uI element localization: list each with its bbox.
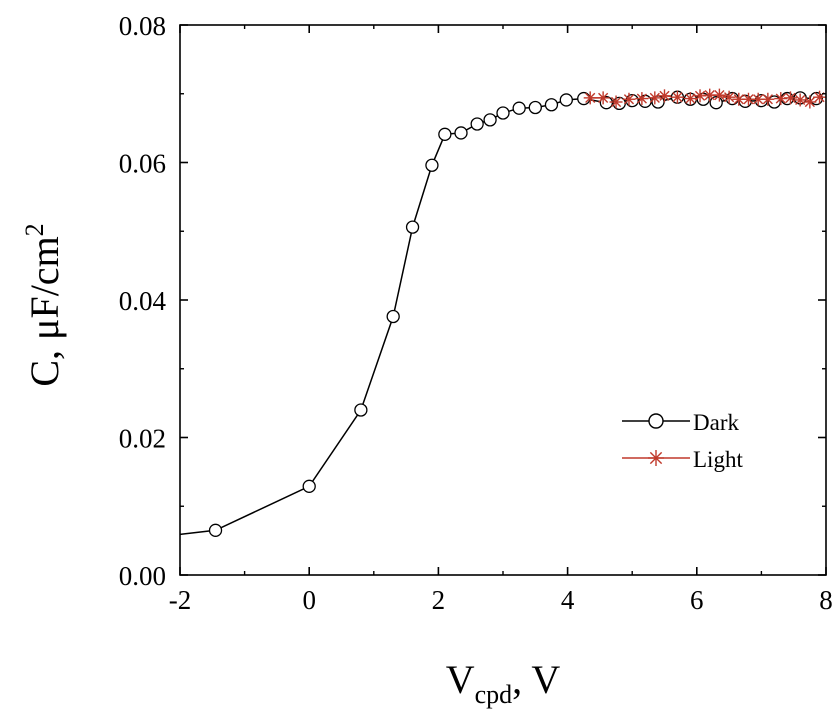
data-point-light xyxy=(783,91,797,105)
data-point-dark xyxy=(528,100,542,115)
y-tick-label: 0.00 xyxy=(119,561,166,591)
data-point-dark xyxy=(544,98,559,112)
y-tick-label: 0.02 xyxy=(119,424,166,454)
x-tick-label: 4 xyxy=(561,585,575,615)
legend-dark-marker xyxy=(648,413,664,429)
data-point-light xyxy=(813,90,827,104)
data-point-dark xyxy=(512,101,526,115)
data-point-light xyxy=(648,91,662,105)
data-point-light xyxy=(635,92,649,106)
data-point-light xyxy=(683,92,697,106)
data-point-dark xyxy=(496,106,510,120)
plot-area xyxy=(179,88,827,537)
x-axis-label-main: V xyxy=(446,657,475,702)
x-tick-label: 6 xyxy=(690,585,704,615)
data-point-light xyxy=(741,92,755,106)
x-tick-label: 8 xyxy=(819,585,833,615)
data-point-dark xyxy=(354,403,368,417)
y-axis-label-superscript: 2 xyxy=(20,223,49,236)
x-tick-label: -2 xyxy=(169,585,192,615)
y-axis-label-main: C, μF/cm xyxy=(22,236,67,386)
data-point-dark xyxy=(386,309,400,324)
data-point-dark xyxy=(483,113,497,127)
legend-light-label: Light xyxy=(693,447,743,472)
data-point-light xyxy=(583,91,597,105)
data-point-light xyxy=(803,95,817,109)
y-tick-label: 0.04 xyxy=(119,286,167,316)
data-point-light xyxy=(703,88,717,102)
data-point-light xyxy=(793,93,807,107)
x-tick-label: 2 xyxy=(432,585,446,615)
data-point-dark xyxy=(302,479,316,493)
data-point-dark xyxy=(470,117,484,131)
data-point-light xyxy=(670,90,684,104)
data-point-light xyxy=(722,90,736,104)
data-point-dark xyxy=(425,158,439,172)
data-point-light xyxy=(622,92,636,106)
data-point-light xyxy=(596,91,610,105)
data-point-light xyxy=(751,92,765,106)
data-point-light xyxy=(609,95,623,109)
legend-light-marker xyxy=(648,450,664,466)
x-axis-label-subscript: cpd xyxy=(475,680,513,709)
data-point-dark xyxy=(438,127,452,141)
x-tick-label: 0 xyxy=(302,585,316,615)
legend-dark-label: Dark xyxy=(693,410,739,435)
x-axis-label-suffix: , V xyxy=(512,657,560,702)
data-point-dark xyxy=(454,126,468,140)
data-point-dark xyxy=(405,220,420,234)
axis-ticks: -2 0 2 4 6 8 0.00 0.02 0.04 0.06 0.08 xyxy=(119,11,833,615)
legend-light-asterisk xyxy=(648,450,664,466)
data-point-light xyxy=(761,92,775,106)
data-point-light xyxy=(712,88,726,102)
y-axis-label: C, μF/cm2 xyxy=(20,223,67,386)
y-tick-label: 0.08 xyxy=(119,11,166,41)
x-axis-label: Vcpd, V xyxy=(446,657,561,709)
y-tick-label: 0.06 xyxy=(119,149,166,179)
data-point-dark xyxy=(208,523,223,537)
data-point-dark xyxy=(559,93,573,107)
data-point-light xyxy=(658,89,671,103)
legend: Dark Light xyxy=(622,410,743,472)
